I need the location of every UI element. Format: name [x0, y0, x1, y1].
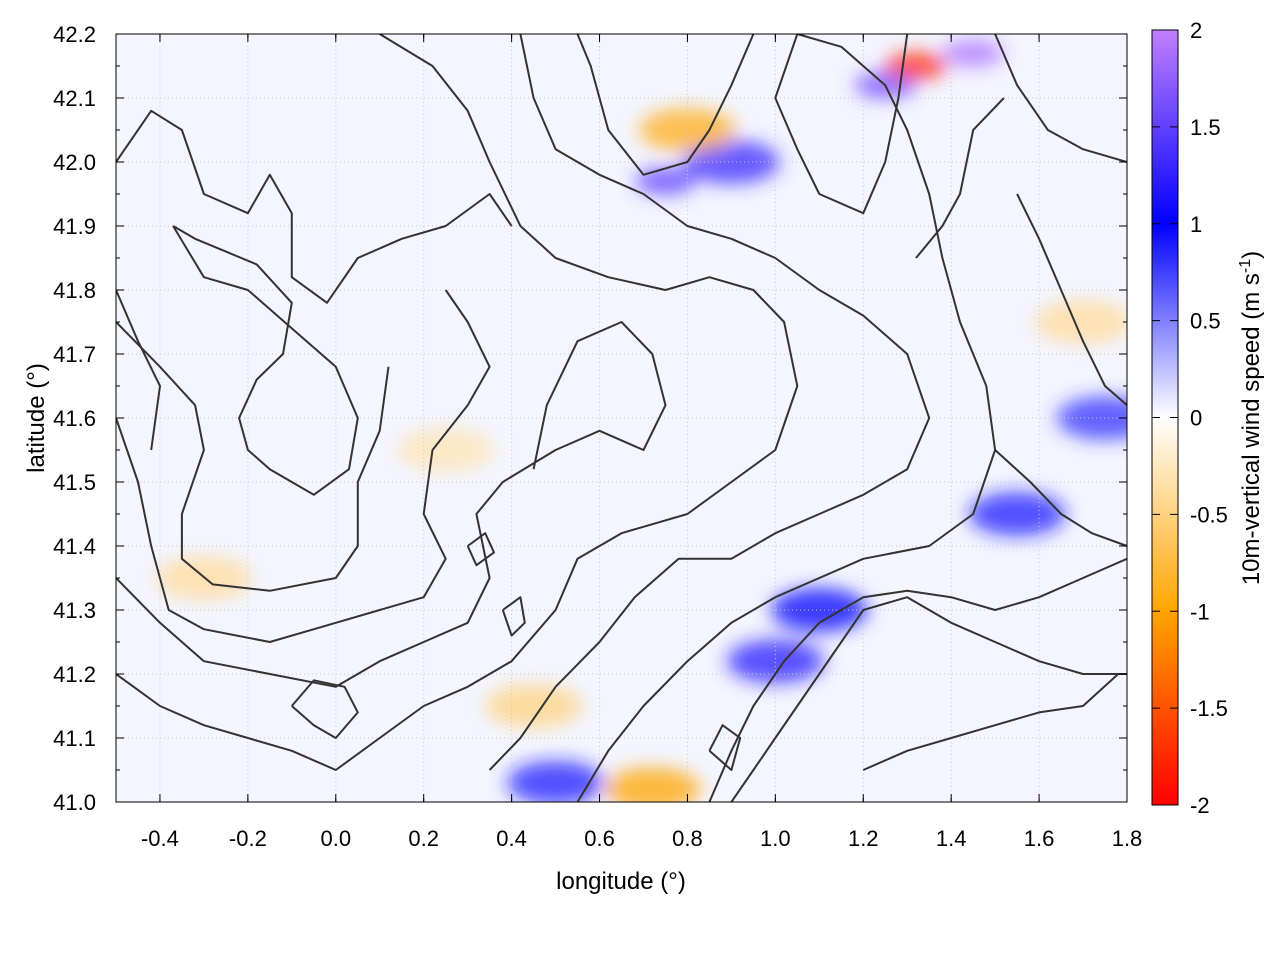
colorbar-label-sup: -1	[1237, 259, 1254, 273]
contour-line	[466, 532, 495, 567]
x-axis-label: longitude (°)	[556, 868, 686, 895]
field-hotspot	[1034, 300, 1127, 344]
field-hotspot	[682, 140, 780, 184]
y-tick-label: 41.7	[53, 342, 96, 367]
y-tick-label: 41.3	[53, 598, 96, 623]
y-tick-label: 41.5	[53, 470, 96, 495]
contour-line	[708, 724, 742, 771]
field-hotspot	[942, 39, 1004, 68]
y-tick-label: 41.8	[53, 278, 96, 303]
field-hotspot	[507, 760, 604, 802]
y-tick-label: 41.2	[53, 662, 96, 687]
x-tick-label: 0.2	[408, 826, 439, 851]
y-tick-label: 41.0	[53, 790, 96, 815]
field-hotspot	[726, 639, 824, 684]
contour-line	[994, 34, 1127, 163]
contour-line	[116, 321, 667, 688]
x-tick-label: 0.0	[320, 826, 351, 851]
contour-line	[774, 34, 909, 215]
x-tick-label: 0.6	[584, 826, 615, 851]
colorbar-tick-label: -0.5	[1190, 502, 1228, 527]
contour-line	[116, 321, 390, 592]
x-axis-ticks: -0.4 -0.2 0.0 0.2 0.4 0.6 0.8 1.0 1.2 1.4 1.6 1.8	[141, 34, 1142, 851]
colorbar-tick-label: 1.5	[1190, 115, 1221, 140]
contour-line	[291, 679, 359, 739]
colorbar-tick-label: -1.5	[1190, 696, 1228, 721]
colorbar-tick-label: 0	[1190, 406, 1202, 431]
colorbar-label-main: 10m-vertical wind speed (m s	[1238, 273, 1265, 585]
field-hotspot	[885, 52, 947, 80]
y-tick-label: 41.9	[53, 214, 96, 239]
contour-line	[576, 34, 755, 176]
colorbar-ticks: -2 -1.5 -1 -0.5 0 0.5 1 1.5 2	[1152, 18, 1228, 818]
x-tick-label: -0.4	[141, 826, 179, 851]
contour-line	[730, 596, 1127, 802]
colorbar: -2 -1.5 -1 -0.5 0 0.5 1 1.5 2 10m-vertical wind …	[1151, 18, 1265, 818]
colorbar-tick-label: -2	[1190, 793, 1210, 818]
field-hotspot	[968, 492, 1066, 536]
y-tick-label: 42.1	[53, 86, 96, 111]
contour-line	[116, 34, 799, 771]
field-hotspot	[770, 588, 868, 632]
y-tick-label: 42.0	[53, 150, 96, 175]
y-tick-label: 41.6	[53, 406, 96, 431]
contour-line	[576, 34, 997, 802]
contour-line	[994, 449, 1127, 547]
contour-line	[116, 289, 491, 643]
x-tick-label: -0.2	[229, 826, 267, 851]
x-tick-label: 1.4	[936, 826, 967, 851]
plot-area	[116, 34, 1127, 802]
colorbar-label: 10m-vertical wind speed (m s-1)	[1237, 251, 1265, 585]
contour-line	[915, 97, 1005, 259]
field-hotspot	[634, 167, 697, 196]
field-hotspot	[1056, 396, 1127, 440]
x-tick-label: 0.4	[496, 826, 527, 851]
contour-line	[116, 109, 513, 304]
y-tick-label: 41.4	[53, 534, 96, 559]
contour-line	[116, 289, 161, 451]
y-axis-label: latitude (°)	[23, 363, 50, 473]
contour-line	[1016, 193, 1127, 406]
x-tick-label: 0.8	[672, 826, 703, 851]
x-tick-label: 1.6	[1024, 826, 1055, 851]
x-tick-label: 1.0	[760, 826, 791, 851]
contour-line	[708, 557, 1127, 802]
field-hotspot	[485, 684, 582, 728]
y-axis-ticks: 41.0 41.1 41.2 41.3 41.4 41.5 41.6 41.7 41.8 41.9…	[53, 22, 1127, 815]
colorbar-tick-label: 1	[1190, 212, 1202, 237]
colorbar-label-end: )	[1238, 251, 1265, 259]
x-tick-label: 1.8	[1112, 826, 1143, 851]
colorbar-tick-label: -1	[1190, 599, 1210, 624]
contour-line	[501, 596, 526, 637]
contour-line	[862, 673, 1119, 771]
x-tick-label: 1.2	[848, 826, 879, 851]
contour-lines	[116, 34, 1127, 802]
contour-line	[172, 225, 359, 496]
wind-speed-field	[155, 39, 1127, 802]
field-hotspot	[397, 428, 495, 472]
colorbar-tick-label: 0.5	[1190, 309, 1221, 334]
y-tick-label: 41.1	[53, 726, 96, 751]
contour-line	[488, 34, 931, 771]
colorbar-tick-label: 2	[1190, 18, 1202, 43]
field-hotspot	[603, 767, 701, 802]
y-tick-label: 42.2	[53, 22, 96, 47]
